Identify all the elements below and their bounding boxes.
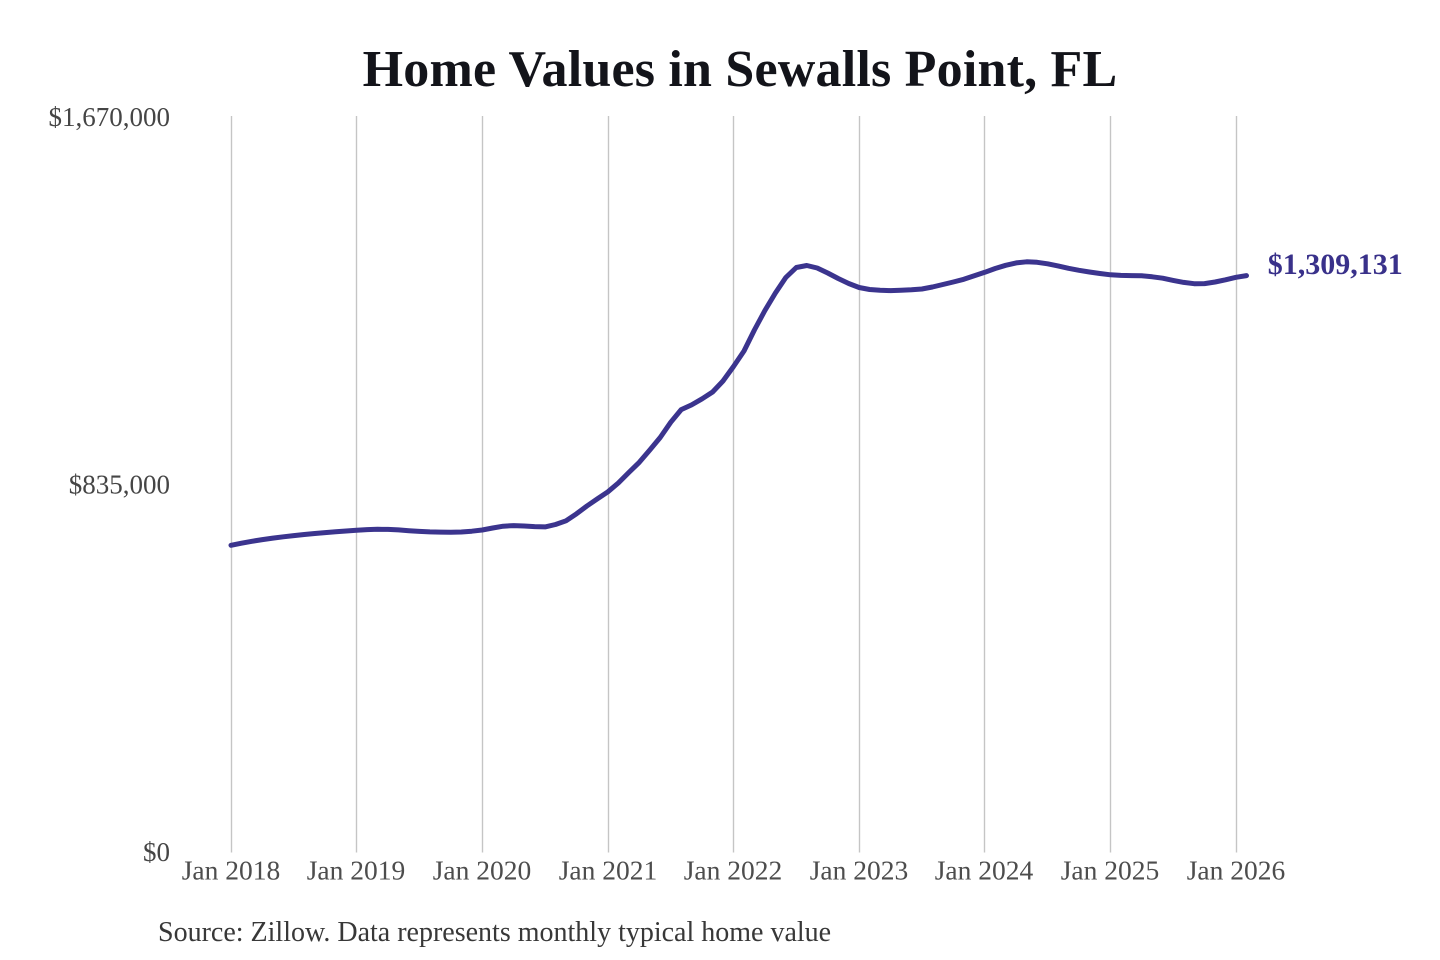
svg-text:Jan 2024: Jan 2024 (935, 855, 1034, 886)
svg-text:Jan 2021: Jan 2021 (559, 855, 658, 886)
svg-text:Jan 2020: Jan 2020 (433, 855, 532, 886)
svg-text:$835,000: $835,000 (69, 469, 170, 499)
svg-text:Jan 2026: Jan 2026 (1187, 855, 1286, 886)
svg-text:Jan 2019: Jan 2019 (307, 855, 406, 886)
svg-text:Source: Zillow. Data represent: Source: Zillow. Data represents monthly … (158, 917, 831, 948)
svg-text:Jan 2025: Jan 2025 (1061, 855, 1160, 886)
svg-text:Jan 2023: Jan 2023 (810, 855, 909, 886)
svg-text:$1,309,131: $1,309,131 (1268, 248, 1403, 281)
svg-text:$0: $0 (143, 837, 170, 867)
svg-text:Jan 2022: Jan 2022 (684, 855, 783, 886)
svg-text:Home Values in Sewalls Point,: Home Values in Sewalls Point, FL (363, 41, 1118, 98)
svg-text:Jan 2018: Jan 2018 (182, 855, 281, 886)
svg-text:$1,670,000: $1,670,000 (49, 102, 171, 132)
